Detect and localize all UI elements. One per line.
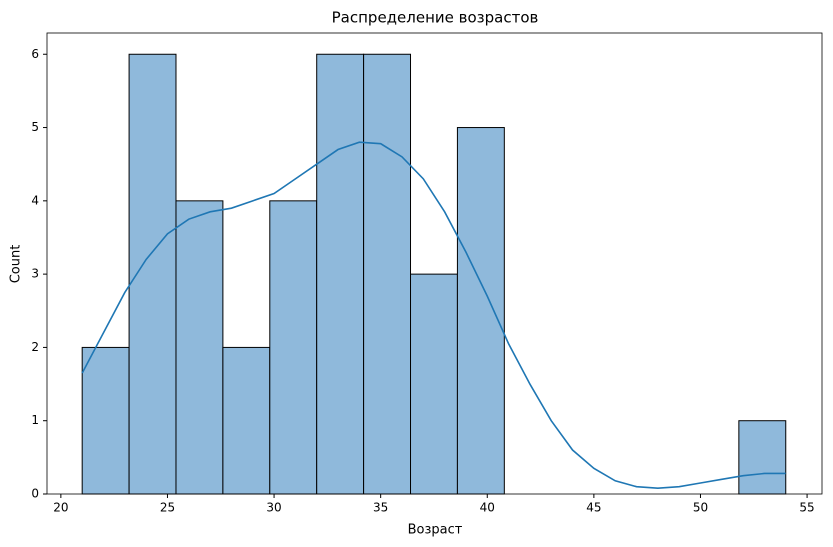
x-tick-label: 20 (53, 501, 68, 515)
x-tick-label: 35 (373, 501, 388, 515)
x-tick-label: 45 (586, 501, 601, 515)
bar (175, 200, 224, 495)
x-tick-label: 25 (160, 501, 175, 515)
y-tick-label: 4 (31, 193, 39, 207)
y-tick-label: 0 (31, 487, 39, 501)
x-tick-label: 40 (480, 501, 495, 515)
bar (222, 346, 271, 495)
bar (316, 53, 365, 495)
bar (456, 127, 505, 495)
chart-title: Распределение возрастов (332, 9, 539, 27)
bar (738, 420, 787, 495)
x-axis-label: Возраст (408, 523, 463, 538)
kde-line (81, 141, 786, 489)
plot-frame (46, 32, 823, 495)
x-tick-label: 55 (799, 501, 814, 515)
bar (363, 53, 412, 495)
y-tick-label: 5 (31, 120, 39, 134)
y-tick-label: 1 (31, 413, 39, 427)
y-axis-label: Count (9, 245, 24, 284)
y-tick-label: 3 (31, 267, 39, 281)
y-tick-label: 2 (31, 340, 39, 354)
x-tick-label: 30 (266, 501, 281, 515)
bar (269, 200, 318, 495)
y-tick-label: 6 (31, 47, 39, 61)
x-tick-label: 50 (693, 501, 708, 515)
bar (410, 273, 458, 495)
bar (81, 346, 130, 495)
